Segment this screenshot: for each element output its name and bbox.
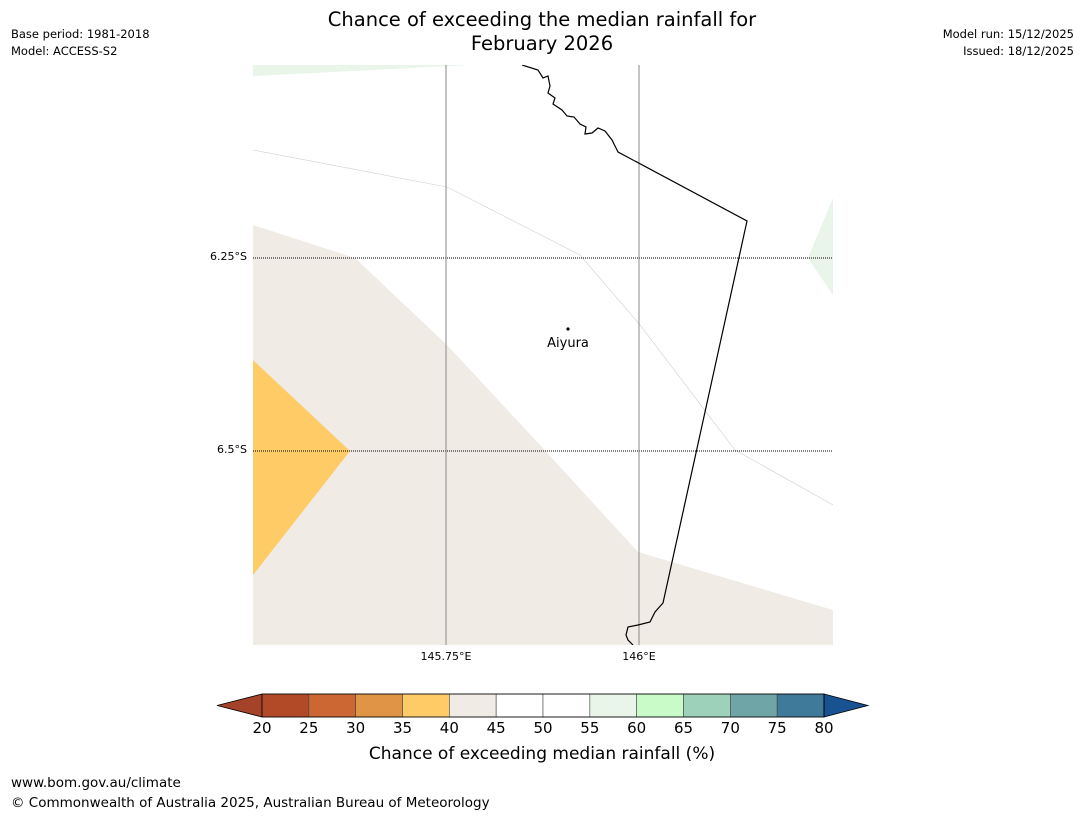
colorbar-swatch-40-45	[449, 693, 497, 718]
place-label-aiyura: Aiyura	[547, 336, 589, 351]
lat-label-6-5: 6.5°S	[217, 443, 247, 456]
colorbar-tick-label: 30	[346, 719, 366, 737]
colorbar-tick-label: 75	[767, 719, 787, 737]
footer-copyright: © Commonwealth of Australia 2025, Austra…	[11, 795, 490, 811]
colorbar-tick-label: 25	[299, 719, 319, 737]
title-line-1: Chance of exceeding the median rainfall …	[327, 8, 757, 31]
colorbar-tick-label: 55	[580, 719, 600, 737]
base-period-text: Base period: 1981-2018	[11, 27, 150, 41]
lon-label-145-75: 145.75°E	[420, 650, 472, 663]
place-marker	[566, 327, 570, 331]
model-text: Model: ACCESS-S2	[11, 44, 118, 58]
region-55-60-right	[808, 198, 833, 295]
colorbar-swatch-75-80	[776, 693, 825, 718]
colorbar-swatch-25-30	[308, 693, 356, 718]
colorbar-swatch-55-60	[589, 693, 637, 718]
colorbar-tick-label: 40	[439, 719, 459, 737]
colorbar-swatch-30-35	[355, 693, 403, 718]
model-run-text: Model run: 15/12/2025	[942, 27, 1074, 41]
meta-right: Model run: 15/12/2025 Issued: 18/12/2025	[943, 26, 1074, 60]
map-area	[253, 65, 833, 645]
map-title: Chance of exceeding the median rainfall …	[242, 8, 842, 56]
colorbar-swatch-50-55	[542, 693, 591, 718]
colorbar-label: Chance of exceeding median rainfall (%)	[368, 744, 716, 764]
colorbar-extend-low	[216, 693, 263, 718]
footer-url: www.bom.gov.au/climate	[11, 775, 181, 791]
colorbar-tick-label: 50	[533, 719, 553, 737]
colorbar-swatch-20-25	[261, 693, 310, 718]
region-35-40	[253, 360, 350, 575]
colorbar-swatch-70-75	[730, 693, 778, 718]
colorbar-outline	[261, 693, 825, 718]
region-55-60-top	[253, 65, 470, 76]
colorbar-tick-label: 45	[486, 719, 506, 737]
meta-left: Base period: 1981-2018 Model: ACCESS-S2	[11, 26, 150, 60]
colorbar-tick-label: 65	[673, 719, 694, 737]
title-line-2: February 2026	[470, 32, 614, 55]
lon-label-146: 146°E	[622, 650, 656, 663]
colorbar-tick-label: 80	[814, 719, 834, 737]
colorbar-swatch-65-70	[683, 693, 731, 718]
colorbar-extend-high	[823, 693, 870, 718]
colorbar-swatch-35-40	[402, 693, 450, 718]
colorbar-swatch-45-50	[495, 693, 544, 718]
colorbar-swatch-60-65	[636, 693, 684, 718]
issued-text: Issued: 18/12/2025	[963, 44, 1074, 58]
lat-label-6-25: 6.25°S	[210, 250, 247, 263]
region-40-45	[253, 225, 833, 645]
contour-line-north	[253, 149, 833, 506]
colorbar-tick-label: 60	[627, 719, 647, 737]
boundary-line	[521, 65, 748, 645]
colorbar-tick-label: 20	[252, 719, 272, 737]
colorbar-tick-label: 70	[720, 719, 740, 737]
colorbar-tick-label: 35	[392, 719, 413, 737]
